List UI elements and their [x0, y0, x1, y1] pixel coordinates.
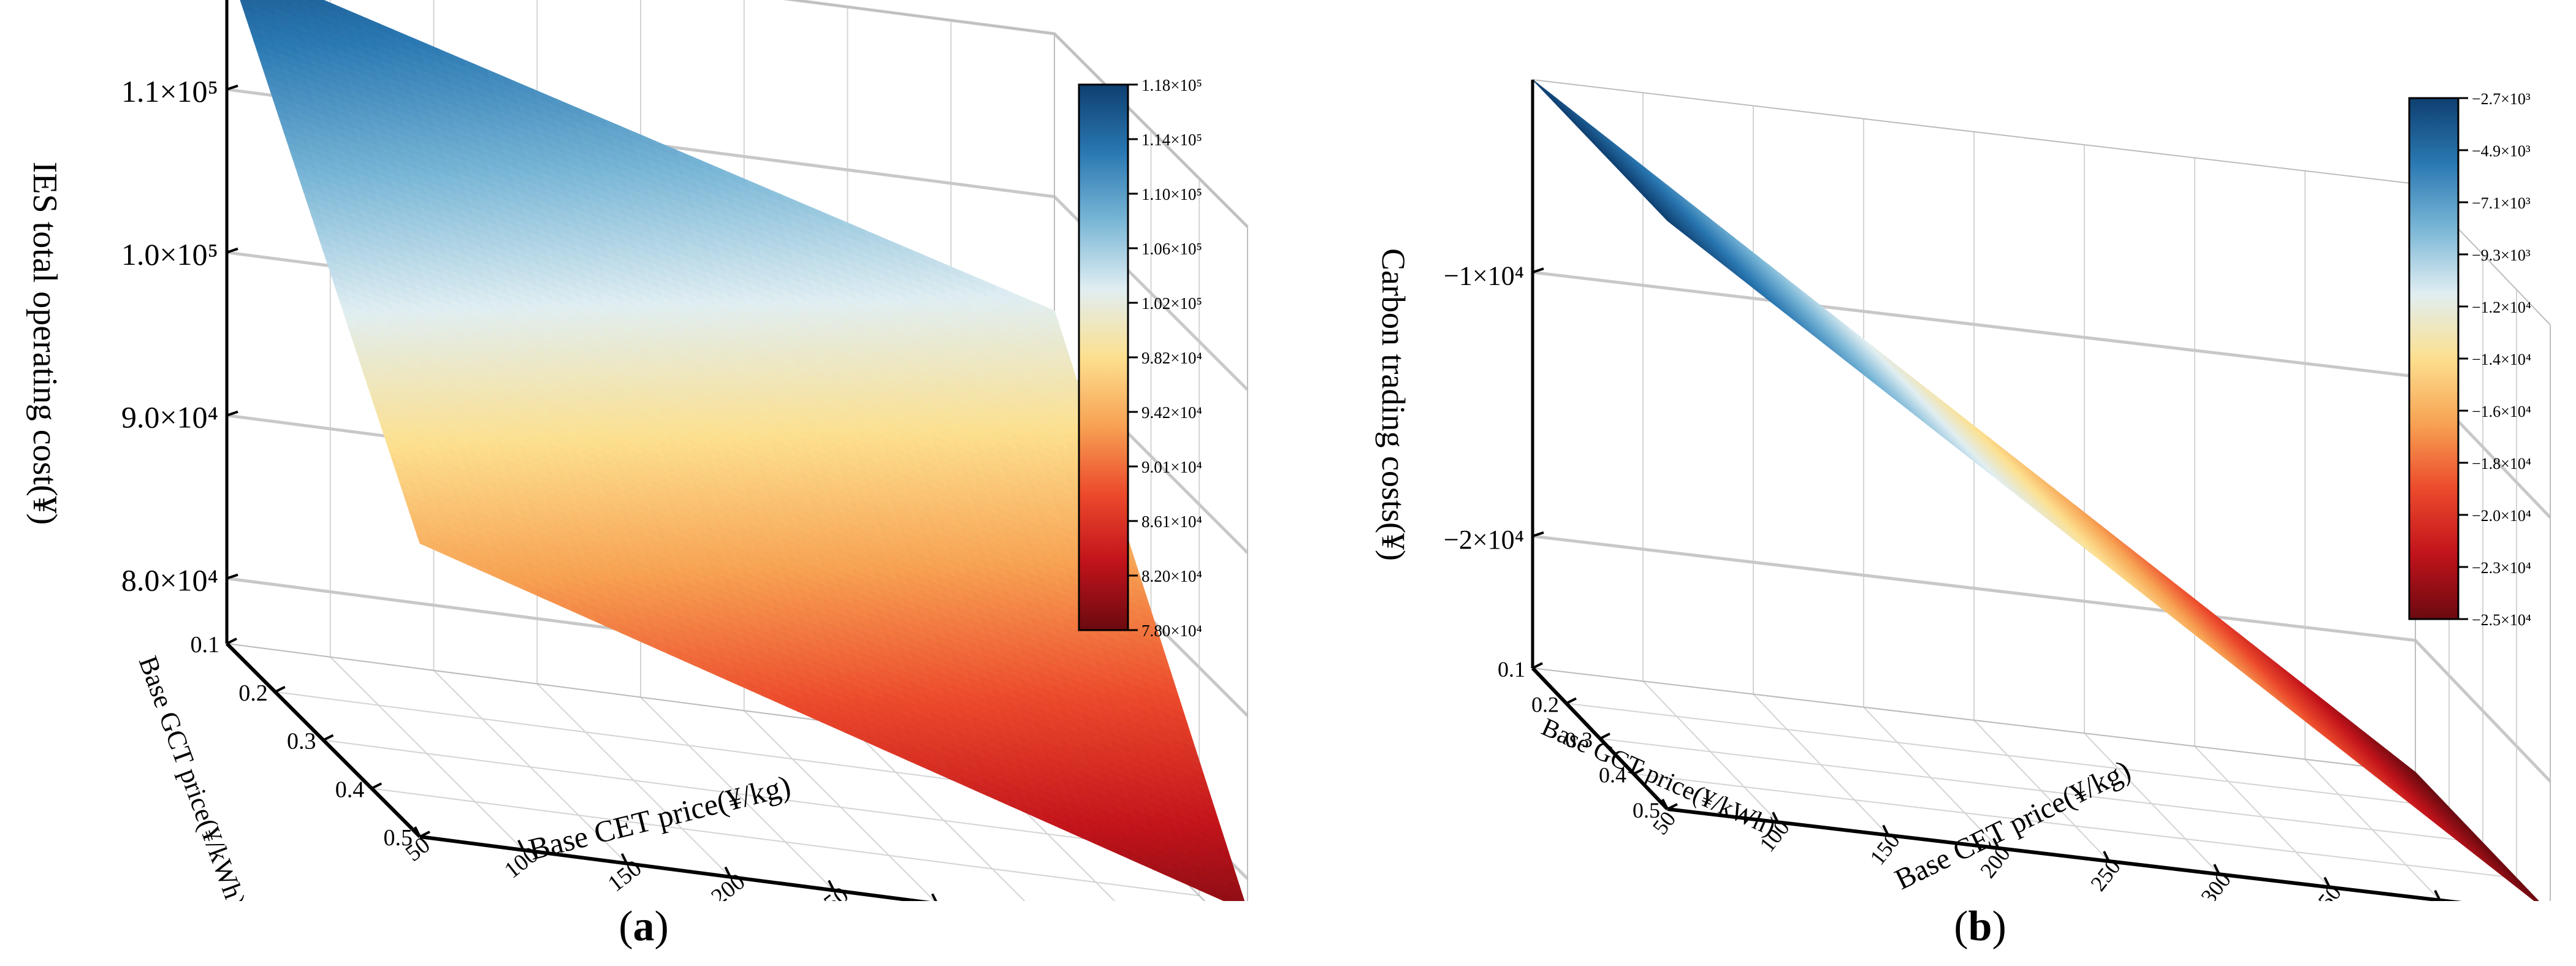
- z-axis-title: IES total operating cost(¥): [26, 162, 64, 525]
- z-tick-label: 1.0×10⁵: [121, 237, 218, 272]
- y-tick: [322, 734, 334, 742]
- colorbar-rect: [1078, 83, 1129, 631]
- y-axis-title: Base GCT price(¥/kWh): [133, 652, 252, 901]
- y-tick-label: 0.1: [191, 632, 220, 658]
- colorbar-tick-label: 1.18×10⁵: [1141, 76, 1202, 94]
- y-tick: [274, 685, 286, 693]
- z-tick-label: 1.1×10⁵: [121, 74, 218, 108]
- z-tick-label: 9.0×10⁴: [121, 400, 218, 435]
- y-tick-label: 0.3: [287, 729, 316, 755]
- y-tick-label: 0.2: [238, 680, 268, 706]
- colorbar-tick-label: 1.10×10⁵: [1141, 185, 1202, 203]
- colorbar-tick-label: 1.14×10⁵: [1141, 131, 1202, 149]
- colorbar-tick-label: 1.02×10⁵: [1141, 294, 1202, 313]
- z-tick: [226, 410, 238, 417]
- z-tick-label: 8.0×10⁴: [121, 563, 218, 598]
- colorbar: 1.18×10⁵ 1.14×10⁵ 1.10×10⁵ 1.06×10⁵ 1.02×10⁵…: [1078, 76, 1202, 640]
- chart-panel-a: 8.0×10⁴9.0×10⁴1.0×10⁵1.1×10⁵1.2×10⁵0.10.…: [0, 0, 1287, 966]
- box-edge: [1054, 33, 1248, 227]
- y-tick-label: 0.4: [335, 777, 365, 802]
- z-tick: [226, 85, 238, 91]
- floor-grid-line: [372, 788, 1200, 897]
- colorbar-tick-label: 1.06×10⁵: [1141, 240, 1202, 258]
- floor-grid-line: [323, 739, 1151, 848]
- box-edge: [789, 0, 1055, 34]
- y-tick: [371, 782, 383, 790]
- z-tick: [226, 573, 238, 580]
- surface-chart-a: 8.0×10⁴9.0×10⁴1.0×10⁵1.1×10⁵1.2×10⁵0.10.…: [26, 0, 1249, 901]
- x-axis-title: Base CET price(¥/kg): [525, 768, 794, 866]
- surface: [240, 0, 1245, 901]
- z-tick: [226, 247, 238, 254]
